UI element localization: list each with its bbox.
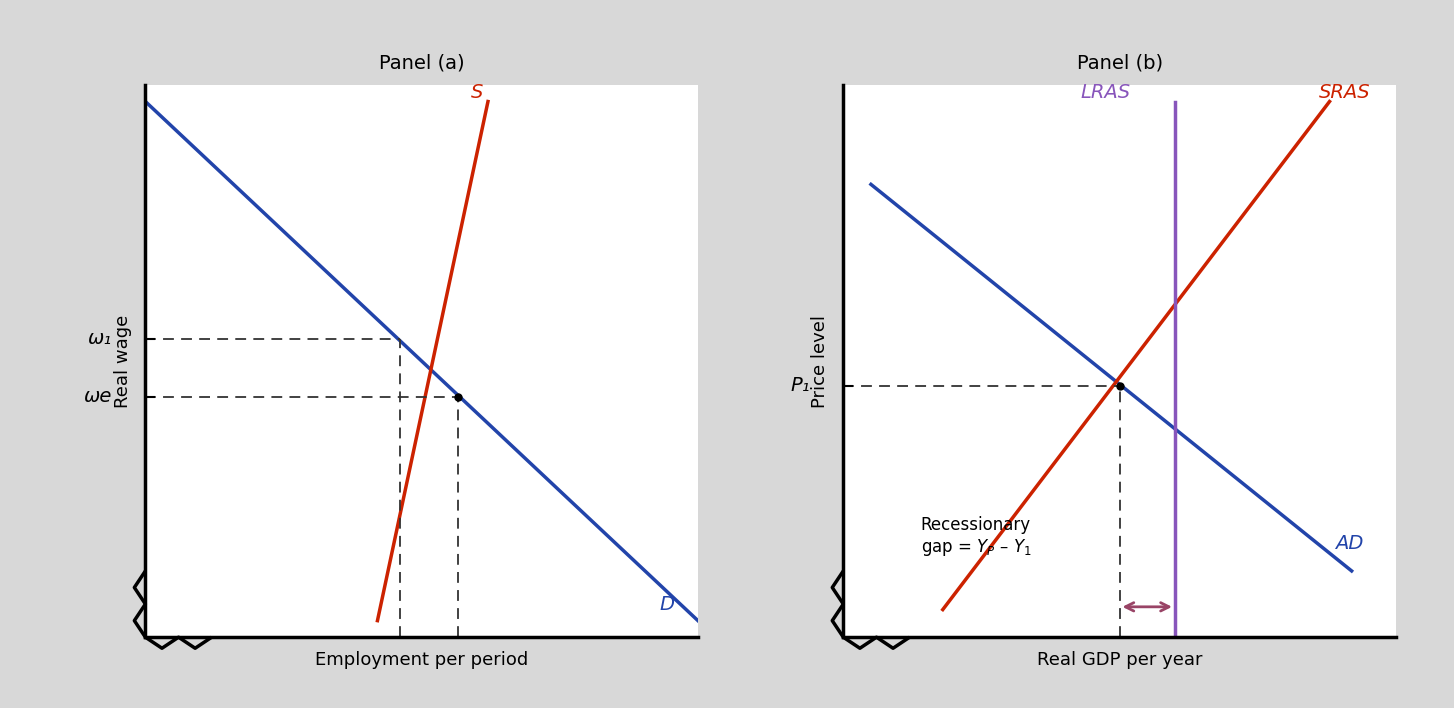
X-axis label: Employment per period: Employment per period (316, 651, 528, 669)
Text: SRAS: SRAS (1319, 83, 1370, 101)
Text: LRAS: LRAS (1080, 83, 1131, 101)
Text: ω₁: ω₁ (89, 329, 112, 348)
Text: AD: AD (1335, 534, 1364, 553)
Text: D: D (659, 595, 675, 614)
Y-axis label: Real wage: Real wage (113, 314, 131, 408)
X-axis label: Real GDP per year: Real GDP per year (1037, 651, 1202, 669)
Y-axis label: Price level: Price level (811, 314, 829, 408)
Text: S: S (471, 83, 483, 101)
Title: Panel (b): Panel (b) (1076, 53, 1163, 72)
Text: Recessionary
gap = $Y_P$ – $Y_1$: Recessionary gap = $Y_P$ – $Y_1$ (920, 515, 1031, 558)
Text: P₁: P₁ (791, 377, 810, 396)
Title: Panel (a): Panel (a) (379, 53, 464, 72)
Text: ωe: ωe (84, 387, 112, 406)
